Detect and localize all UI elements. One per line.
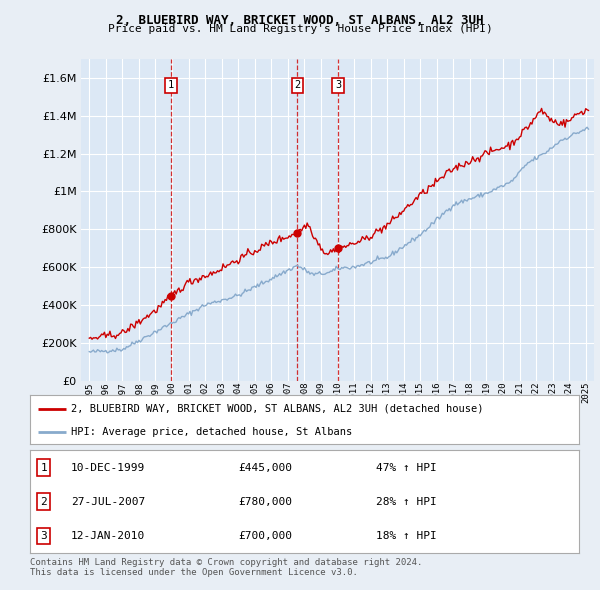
Text: 27-JUL-2007: 27-JUL-2007 [71, 497, 145, 507]
Text: 1: 1 [168, 80, 174, 90]
Text: 47% ↑ HPI: 47% ↑ HPI [376, 463, 437, 473]
Text: HPI: Average price, detached house, St Albans: HPI: Average price, detached house, St A… [71, 427, 352, 437]
Text: 3: 3 [40, 531, 47, 541]
Text: 2, BLUEBIRD WAY, BRICKET WOOD, ST ALBANS, AL2 3UH (detached house): 2, BLUEBIRD WAY, BRICKET WOOD, ST ALBANS… [71, 404, 484, 414]
Text: Price paid vs. HM Land Registry's House Price Index (HPI): Price paid vs. HM Land Registry's House … [107, 24, 493, 34]
Text: 18% ↑ HPI: 18% ↑ HPI [376, 531, 437, 541]
Text: 2, BLUEBIRD WAY, BRICKET WOOD, ST ALBANS, AL2 3UH: 2, BLUEBIRD WAY, BRICKET WOOD, ST ALBANS… [116, 14, 484, 27]
Text: 10-DEC-1999: 10-DEC-1999 [71, 463, 145, 473]
Text: Contains HM Land Registry data © Crown copyright and database right 2024.
This d: Contains HM Land Registry data © Crown c… [30, 558, 422, 577]
Text: 1: 1 [40, 463, 47, 473]
Text: £700,000: £700,000 [239, 531, 293, 541]
Text: 12-JAN-2010: 12-JAN-2010 [71, 531, 145, 541]
Text: £780,000: £780,000 [239, 497, 293, 507]
Text: 3: 3 [335, 80, 341, 90]
Text: 2: 2 [40, 497, 47, 507]
Text: £445,000: £445,000 [239, 463, 293, 473]
Text: 28% ↑ HPI: 28% ↑ HPI [376, 497, 437, 507]
Text: 2: 2 [294, 80, 301, 90]
